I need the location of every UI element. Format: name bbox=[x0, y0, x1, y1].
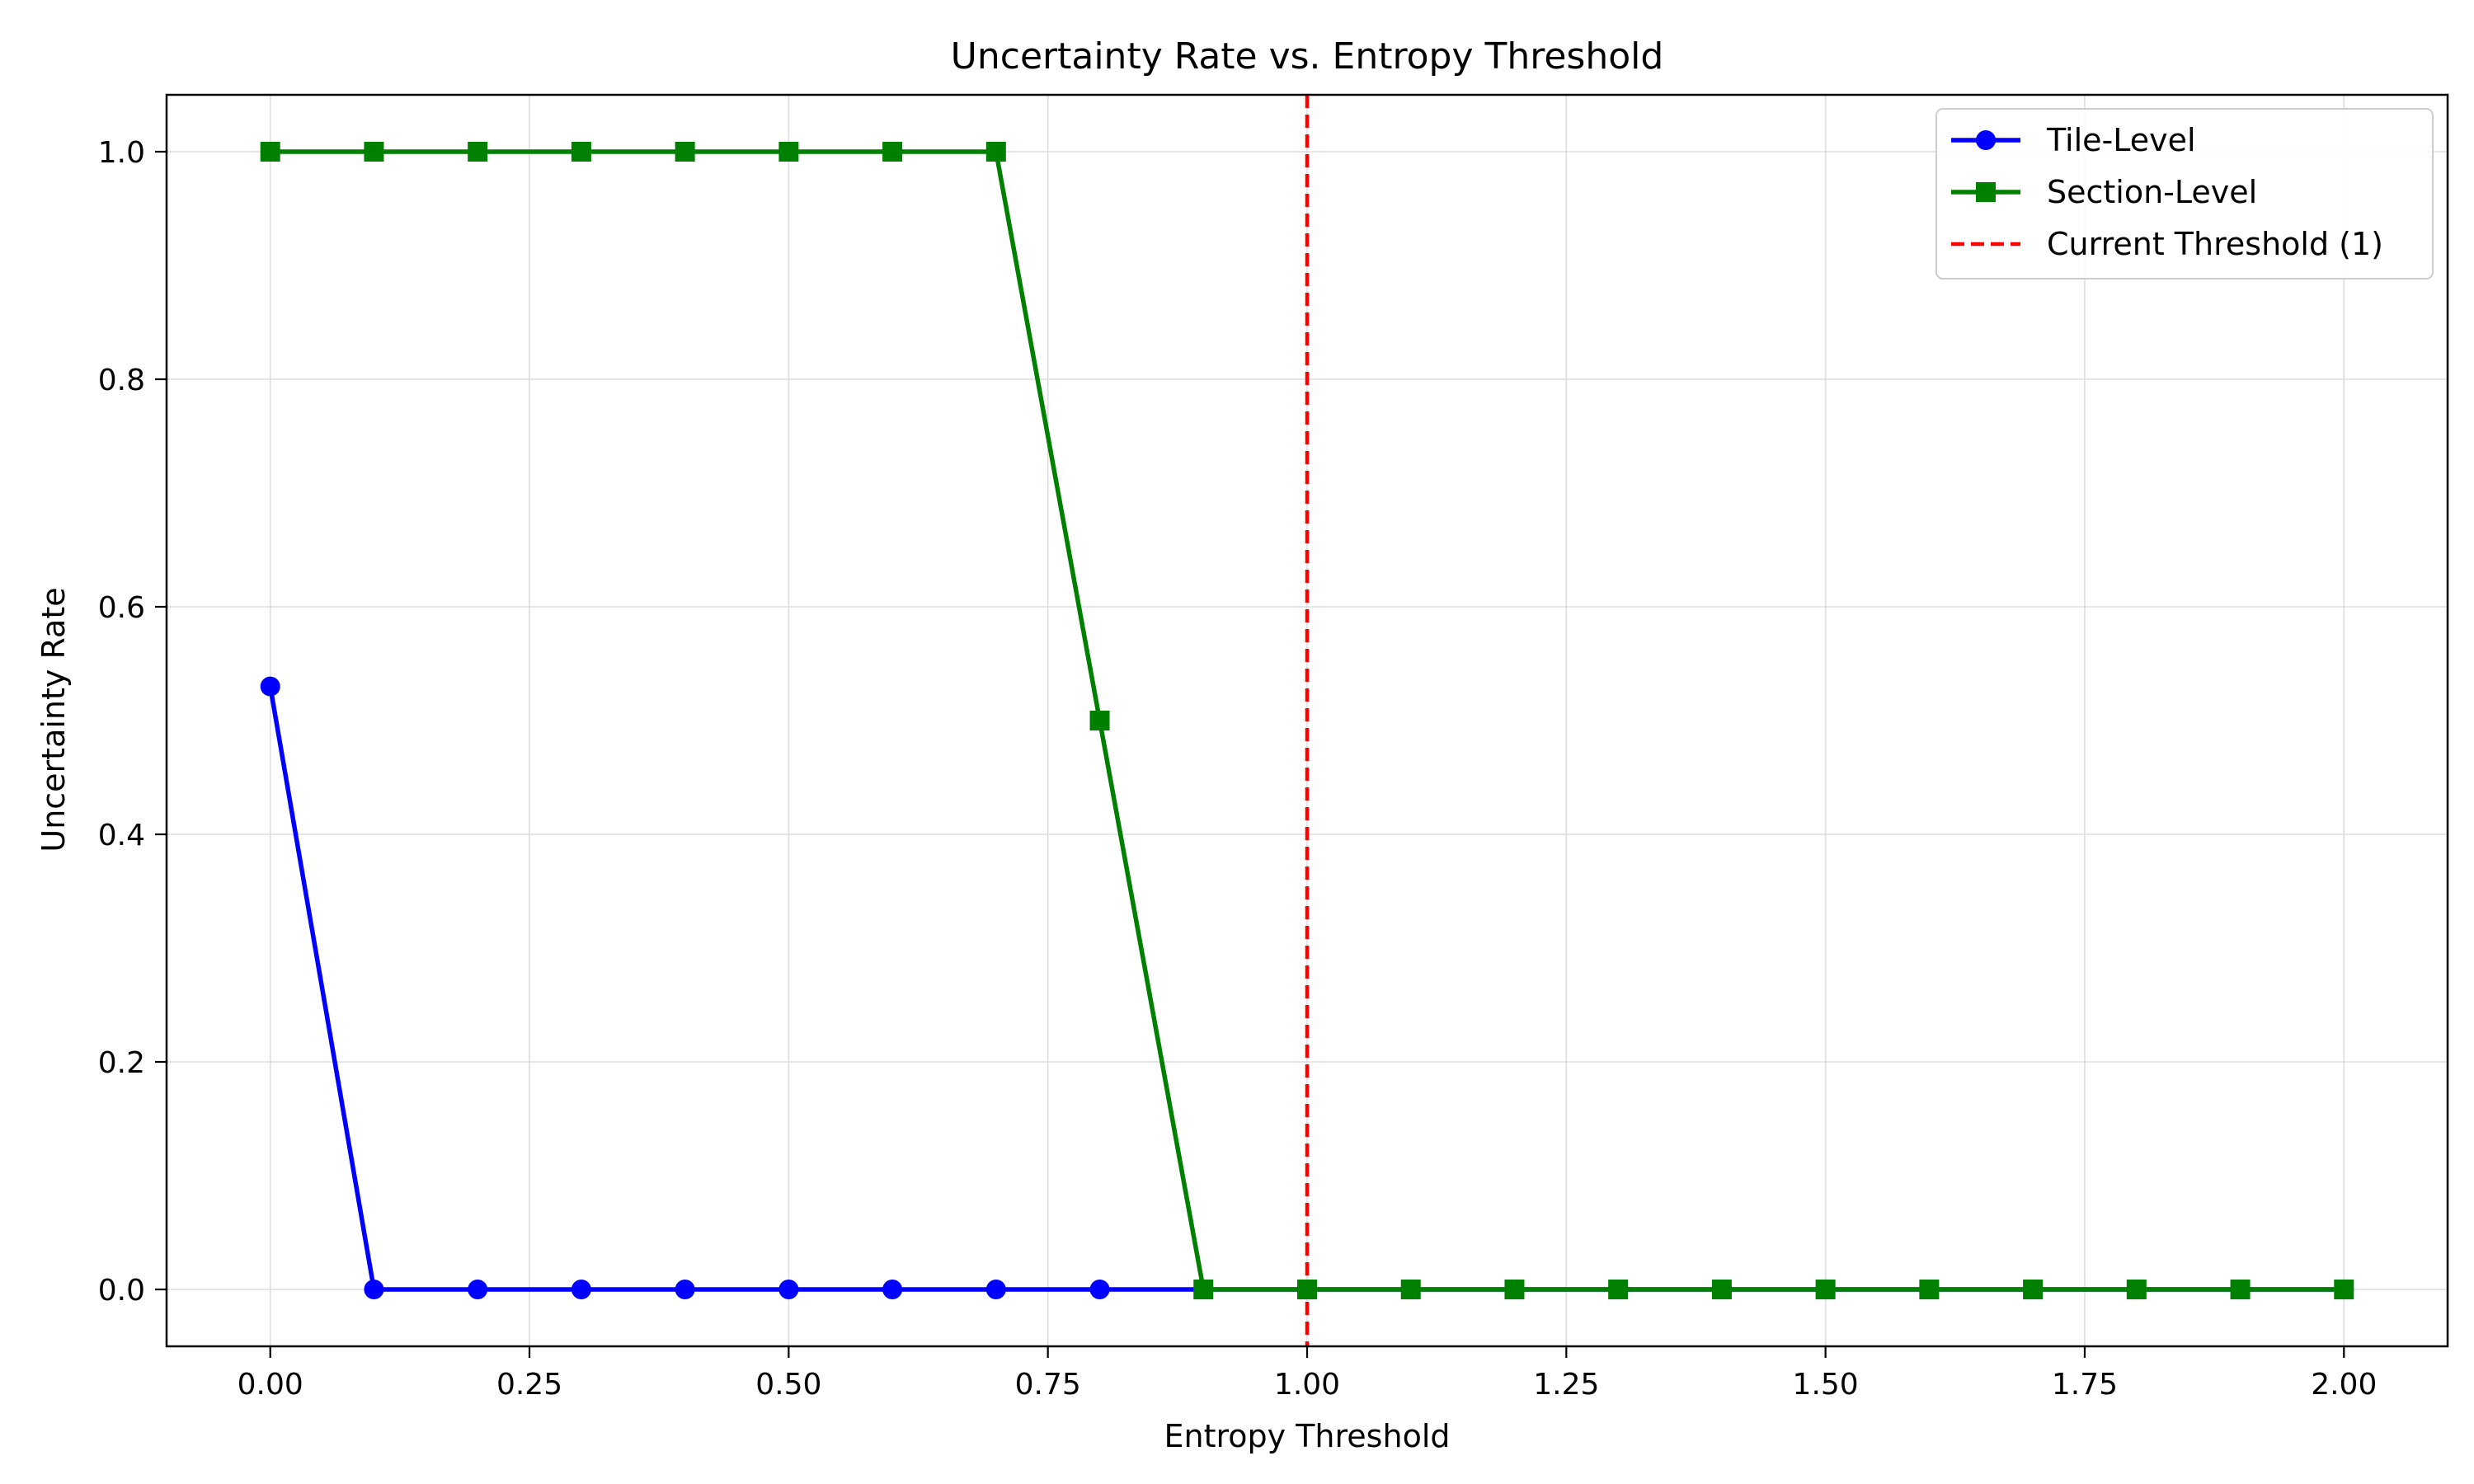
x-tick-label: 1.25 bbox=[1533, 1368, 1599, 1402]
legend-label: Tile-Level bbox=[2046, 122, 2196, 158]
x-tick-label: 1.75 bbox=[2052, 1368, 2118, 1402]
legend-item-section-level: Section-Level bbox=[1951, 174, 2257, 210]
data-point-section-level bbox=[2126, 1280, 2147, 1299]
legend-label: Current Threshold (1) bbox=[2047, 226, 2383, 262]
x-tick-label: 2.00 bbox=[2311, 1368, 2377, 1402]
series-layer bbox=[260, 142, 2354, 1299]
x-tick-label: 0.00 bbox=[238, 1368, 303, 1402]
data-point-section-level bbox=[2023, 1280, 2044, 1299]
y-tick-label: 1.0 bbox=[98, 136, 145, 170]
data-point-tile-level bbox=[364, 1280, 384, 1299]
y-tick-label: 0.4 bbox=[98, 819, 145, 852]
legend-marker bbox=[1976, 130, 1996, 150]
data-point-section-level bbox=[1297, 1280, 1317, 1299]
legend-marker bbox=[1976, 182, 1996, 202]
data-point-tile-level bbox=[1089, 1280, 1110, 1299]
data-point-section-level bbox=[985, 142, 1006, 162]
x-tick-label: 1.50 bbox=[1793, 1368, 1859, 1402]
x-tick-label: 0.25 bbox=[496, 1368, 562, 1402]
data-point-tile-level bbox=[882, 1280, 903, 1299]
x-tick-label: 1.00 bbox=[1274, 1368, 1340, 1402]
legend-item-current-threshold-1: Current Threshold (1) bbox=[1951, 226, 2383, 262]
data-point-tile-level bbox=[778, 1280, 799, 1299]
data-point-section-level bbox=[2334, 1280, 2354, 1299]
x-tick-label: 0.50 bbox=[755, 1368, 821, 1402]
data-point-section-level bbox=[882, 142, 903, 162]
data-point-section-level bbox=[1815, 1280, 1836, 1299]
data-point-section-level bbox=[675, 142, 695, 162]
data-point-tile-level bbox=[571, 1280, 591, 1299]
data-point-section-level bbox=[1089, 711, 1110, 730]
data-point-section-level bbox=[364, 142, 384, 162]
data-point-section-level bbox=[1504, 1280, 1525, 1299]
tick-layer: 0.00 0.25 0.50 0.75 1.00 1.25 1.50 1.75 2.00 0.0 0… bbox=[98, 136, 2378, 1402]
data-point-section-level bbox=[468, 142, 488, 162]
data-point-tile-level bbox=[468, 1280, 488, 1299]
data-point-section-level bbox=[778, 142, 799, 162]
data-point-tile-level bbox=[985, 1280, 1006, 1299]
y-tick-label: 0.0 bbox=[98, 1274, 145, 1308]
legend: Tile-Level Section-Level Current Threshold… bbox=[1935, 108, 2434, 279]
data-point-section-level bbox=[1400, 1280, 1421, 1299]
data-point-section-level bbox=[571, 142, 591, 162]
legend-box bbox=[1935, 108, 2434, 279]
y-tick-label: 0.2 bbox=[98, 1046, 145, 1080]
y-tick-label: 0.6 bbox=[98, 591, 145, 625]
legend-label: Section-Level bbox=[2047, 174, 2257, 210]
chart-title: Uncertainty Rate vs. Entropy Threshold bbox=[951, 35, 1664, 77]
data-point-section-level bbox=[1608, 1280, 1629, 1299]
data-point-section-level bbox=[1919, 1280, 1940, 1299]
x-tick-label: 0.75 bbox=[1015, 1368, 1081, 1402]
data-point-tile-level bbox=[260, 676, 280, 697]
x-axis-label: Entropy Threshold bbox=[1164, 1418, 1451, 1454]
data-point-section-level bbox=[1711, 1280, 1732, 1299]
data-point-tile-level bbox=[675, 1280, 695, 1299]
data-point-section-level bbox=[260, 142, 280, 162]
y-axis-label: Uncertainty Rate bbox=[35, 587, 72, 852]
series-section-level bbox=[260, 142, 2354, 1299]
legend-item-tile-level: Tile-Level bbox=[1951, 122, 2196, 158]
data-point-section-level bbox=[2230, 1280, 2251, 1299]
data-point-section-level bbox=[1193, 1280, 1214, 1299]
y-tick-label: 0.8 bbox=[98, 364, 145, 397]
